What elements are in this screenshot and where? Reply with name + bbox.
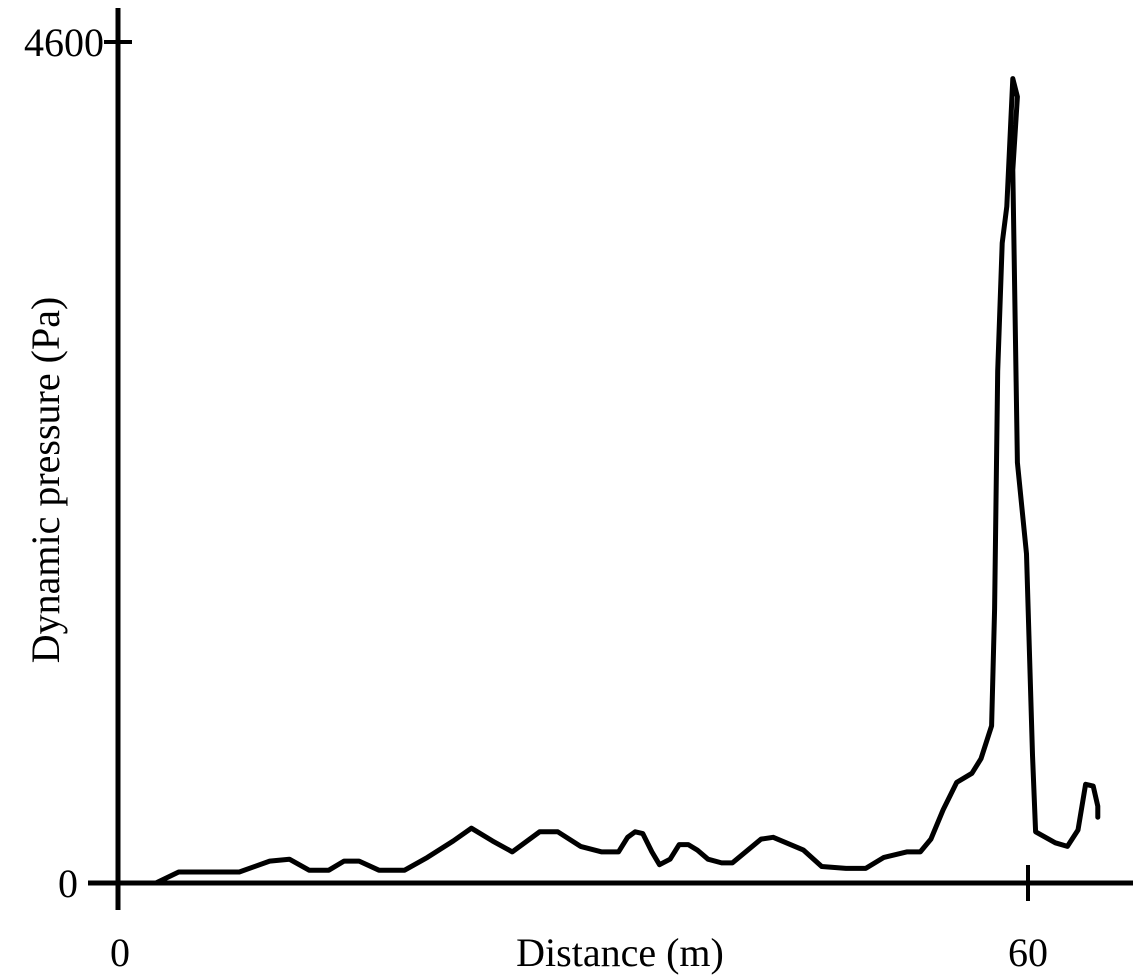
tick-marks [104,40,1030,901]
plot-area: 0 60 0 4600 [24,8,1133,975]
y-tick-label: 0 [58,861,78,906]
x-tick-label: 60 [1008,930,1048,975]
y-tick-label: 4600 [24,20,104,65]
tick-labels: 0 60 0 4600 [24,20,1048,975]
series-line [153,76,1101,886]
x-axis-label: Distance (m) [516,930,724,975]
y-axis-label: Dynamic pressure (Pa) [23,297,68,664]
x-tick-label: 0 [110,930,130,975]
